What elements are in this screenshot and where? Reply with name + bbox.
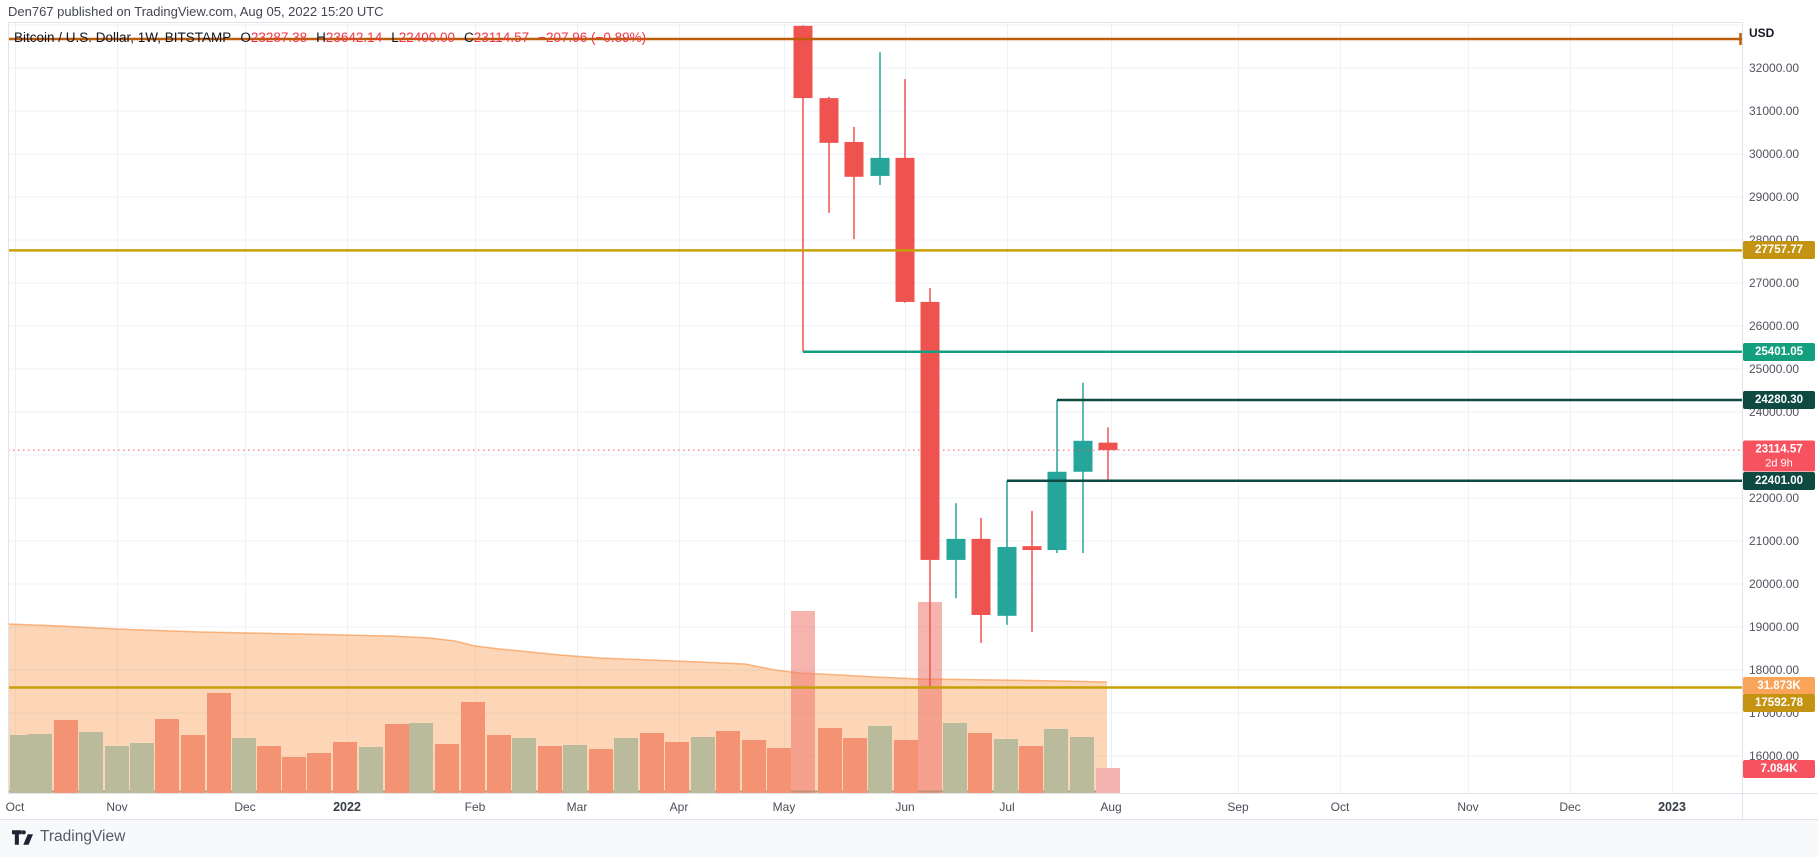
volume-bar — [614, 738, 638, 793]
volume-bar — [968, 733, 992, 793]
candle-body[interactable] — [819, 98, 839, 143]
volume-bar — [994, 739, 1018, 793]
symbol-title: Bitcoin / U.S. Dollar, 1W, BITSTAMP — [14, 30, 232, 45]
candle-body[interactable] — [971, 538, 991, 615]
volume-bar — [1070, 737, 1094, 793]
volume-bar — [1019, 746, 1043, 793]
volume-bar — [359, 747, 383, 793]
volume-bar — [28, 734, 52, 793]
volume-bar — [640, 733, 664, 793]
attribution-text: Den767 published on TradingView.com, Aug… — [8, 4, 384, 19]
ohlc-item: L22400.00 — [391, 30, 456, 45]
candle-body[interactable] — [997, 547, 1017, 616]
ohlc-item: C23114.57 — [464, 30, 530, 45]
change-value: −207.96 (−0.89%) — [538, 30, 647, 45]
tradingview-watermark[interactable]: TradingView — [12, 828, 125, 846]
volume-bar — [868, 726, 892, 793]
tradingview-logo-icon — [12, 829, 33, 845]
volume-bar — [589, 749, 613, 793]
gridlines — [8, 22, 1742, 793]
candle-body[interactable] — [1073, 440, 1093, 472]
volume-bar — [461, 702, 485, 793]
volume-bar — [79, 732, 103, 793]
volume-bar — [716, 731, 740, 793]
volume-bar — [307, 753, 331, 793]
horizontal-lines[interactable] — [8, 33, 1742, 689]
ohlc-item: O23287.38 — [240, 30, 308, 45]
candle-body[interactable] — [1047, 471, 1067, 551]
chart-legend: Bitcoin / U.S. Dollar, 1W, BITSTAMP O2328… — [14, 30, 646, 45]
candle-body[interactable] — [895, 157, 915, 302]
candles-series[interactable] — [793, 25, 1118, 688]
volume-bar — [385, 724, 409, 793]
volume-bar — [1044, 729, 1068, 793]
volume-bar — [512, 738, 536, 793]
volume-bar — [665, 742, 689, 793]
volume-bar — [538, 746, 562, 793]
volume-bar — [333, 742, 357, 793]
volume-bar — [487, 735, 511, 793]
volume-bar — [257, 746, 281, 793]
volume-bar — [742, 740, 766, 793]
chart-frame — [0, 22, 1818, 820]
volume-bar — [282, 757, 306, 793]
candle-body[interactable] — [793, 25, 813, 99]
volume-bar — [54, 720, 78, 793]
volume-bar — [435, 744, 459, 793]
candle-body[interactable] — [1022, 546, 1042, 551]
volume-bar — [155, 719, 179, 793]
candle-body[interactable] — [1098, 442, 1118, 451]
volume-bar — [767, 748, 791, 793]
volume-series — [10, 602, 1120, 793]
volume-bar — [232, 738, 256, 793]
volume-bar — [894, 740, 918, 793]
volume-bar — [943, 723, 967, 793]
volume-bar — [207, 693, 231, 793]
candle-body[interactable] — [870, 157, 890, 176]
volume-bar — [818, 728, 842, 793]
volume-bar — [130, 743, 154, 793]
tradingview-logo-text: TradingView — [40, 828, 126, 845]
volume-bar — [181, 735, 205, 793]
volume-bar — [105, 746, 129, 793]
ohlc-values: O23287.38 H23642.14 L22400.00 C23114.57 — [231, 30, 529, 45]
volume-bar — [563, 745, 587, 793]
candle-body[interactable] — [920, 301, 940, 560]
ohlc-item: H23642.14 — [316, 30, 383, 45]
volume-bar — [691, 737, 715, 793]
candle-body[interactable] — [844, 141, 864, 177]
candle-body[interactable] — [946, 538, 966, 560]
volume-bar — [791, 611, 815, 793]
currency-label: USD — [1749, 26, 1775, 40]
volume-bar — [409, 723, 433, 793]
volume-bar — [1096, 768, 1120, 793]
bottom-strip — [0, 819, 1818, 857]
volume-bar — [843, 738, 867, 793]
